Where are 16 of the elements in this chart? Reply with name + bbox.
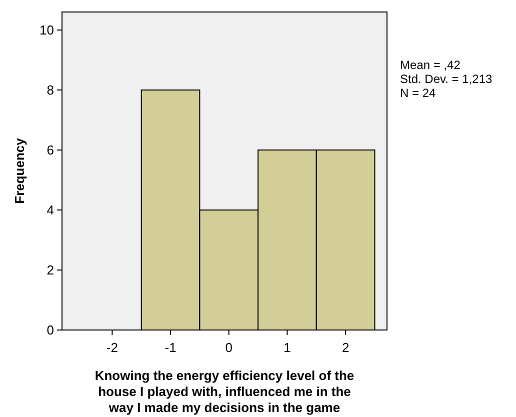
x-tick-label: 1 <box>284 340 291 355</box>
y-tick-label: 10 <box>40 22 54 38</box>
text: Mean = ,42 <box>400 58 461 72</box>
y-tick-label: 4 <box>46 202 54 218</box>
text: N = 24 <box>400 86 436 100</box>
x-tick-label: 0 <box>225 340 232 355</box>
y-tick-label: 0 <box>46 322 54 338</box>
x-tick-label: -1 <box>164 340 176 355</box>
y-tick-label: 8 <box>46 82 54 98</box>
x-axis-title: Knowing the energy efficiency level of the house I played with, influenced me in the way I made my decisions in the game <box>94 368 354 415</box>
x-tick-label: 2 <box>342 340 350 355</box>
x-tick-label: -2 <box>106 340 118 355</box>
y-tick-label: 2 <box>46 262 54 278</box>
text: Std. Dev. = 1,213 <box>400 72 492 86</box>
y-tick-label: 6 <box>46 142 54 158</box>
y-axis-title: Frequency <box>12 137 27 204</box>
